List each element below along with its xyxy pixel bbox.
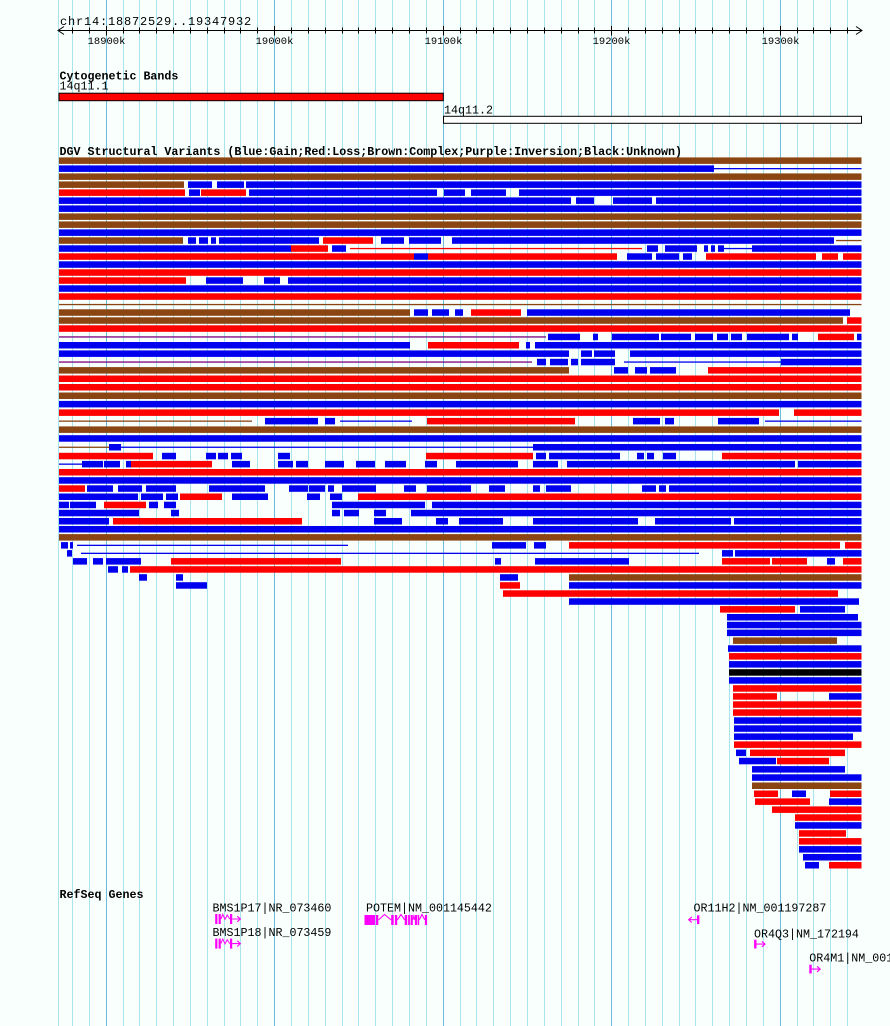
svg-text:DGV Structural Variants (Blue:: DGV Structural Variants (Blue:Gain;Red:L… [60, 145, 683, 159]
svg-text:OR11H2|NM_001197287: OR11H2|NM_001197287 [694, 901, 827, 915]
svg-text:OR4Q3|NM_172194: OR4Q3|NM_172194 [754, 927, 859, 941]
svg-text:BMS1P17|NR_073460: BMS1P17|NR_073460 [213, 901, 332, 915]
svg-text:RefSeq Genes: RefSeq Genes [60, 888, 144, 902]
svg-text:19200k: 19200k [593, 36, 631, 48]
svg-text:POTEM|NM_001145442: POTEM|NM_001145442 [366, 901, 492, 915]
svg-text:19000k: 19000k [256, 36, 294, 48]
svg-text:18900k: 18900k [88, 36, 126, 48]
svg-text:19300k: 19300k [762, 36, 800, 48]
svg-text:OR4M1|NM_001005240: OR4M1|NM_001005240 [809, 952, 890, 966]
svg-text:14q11.2: 14q11.2 [444, 104, 493, 118]
svg-text:14q11.1: 14q11.1 [60, 80, 109, 94]
svg-text:BMS1P18|NR_073459: BMS1P18|NR_073459 [213, 926, 332, 940]
svg-text:19100k: 19100k [425, 36, 463, 48]
svg-text:Cytogenetic Bands: Cytogenetic Bands [60, 70, 179, 84]
svg-text:chr14:18872529..19347932: chr14:18872529..19347932 [60, 15, 252, 29]
